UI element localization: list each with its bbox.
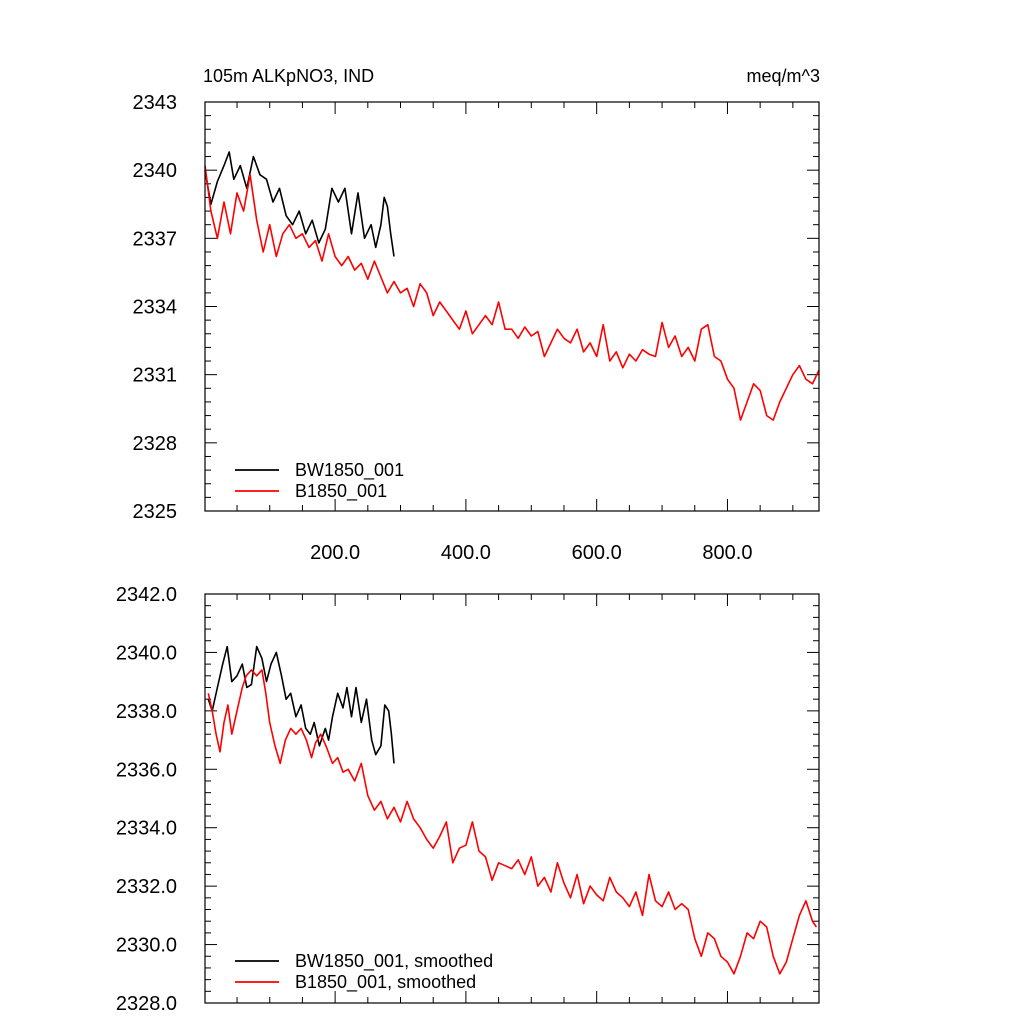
x-tick-label: 400.0 xyxy=(441,542,491,564)
y-tick-label: 2325 xyxy=(133,501,178,523)
series-line xyxy=(207,669,818,975)
series-line xyxy=(204,151,395,257)
y-tick-label: 2337 xyxy=(133,228,178,250)
bottom-panel-ticks: 2328.0 2330.0 2332.0 2334.0 2336.0 2338.0 2340… xyxy=(116,584,819,1015)
y-tick-label: 2342.0 xyxy=(116,584,177,606)
x-tick-label: 800.0 xyxy=(702,542,752,564)
y-tick-label: 2331 xyxy=(133,365,178,387)
top-panel-title: 105m ALKpNO3, IND xyxy=(203,66,374,86)
x-tick-label: 600.0 xyxy=(572,542,622,564)
y-tick-label: 2334 xyxy=(133,297,178,319)
legend-label: BW1850_001, smoothed xyxy=(295,951,493,972)
legend-label: BW1850_001 xyxy=(295,460,404,481)
bottom-panel-frame xyxy=(204,593,820,1004)
y-tick-label: 2330.0 xyxy=(116,935,177,957)
legend-label: B1850_001 xyxy=(295,481,387,502)
top-panel-frame xyxy=(204,101,820,512)
top-panel: 105m ALKpNO3, IND meq/m^3 23252328233123… xyxy=(133,66,821,564)
legend-label: B1850_001, smoothed xyxy=(295,972,476,993)
y-tick-label: 2328 xyxy=(133,433,178,455)
y-tick-label: 2336.0 xyxy=(116,759,177,781)
y-tick-label: 2328.0 xyxy=(116,993,177,1015)
series-line xyxy=(204,165,820,421)
top-panel-ticks: 2325 2328 2331 2334 2337 2340 2343 200.0 400.0 60… xyxy=(133,92,819,564)
x-tick-label: 200.0 xyxy=(310,542,360,564)
y-tick-label: 2340 xyxy=(133,160,178,182)
bottom-panel-series xyxy=(207,645,818,975)
y-tick-label: 2343 xyxy=(133,92,178,114)
top-panel-series xyxy=(204,151,820,421)
top-panel-units: meq/m^3 xyxy=(747,66,820,86)
y-tick-label: 2338.0 xyxy=(116,701,177,723)
y-tick-label: 2340.0 xyxy=(116,642,177,664)
bottom-panel: 2328.0 2330.0 2332.0 2334.0 2336.0 2338.0 2340… xyxy=(116,584,820,1015)
series-line xyxy=(207,645,395,764)
y-tick-label: 2332.0 xyxy=(116,876,177,898)
y-tick-label: 2334.0 xyxy=(116,818,177,840)
